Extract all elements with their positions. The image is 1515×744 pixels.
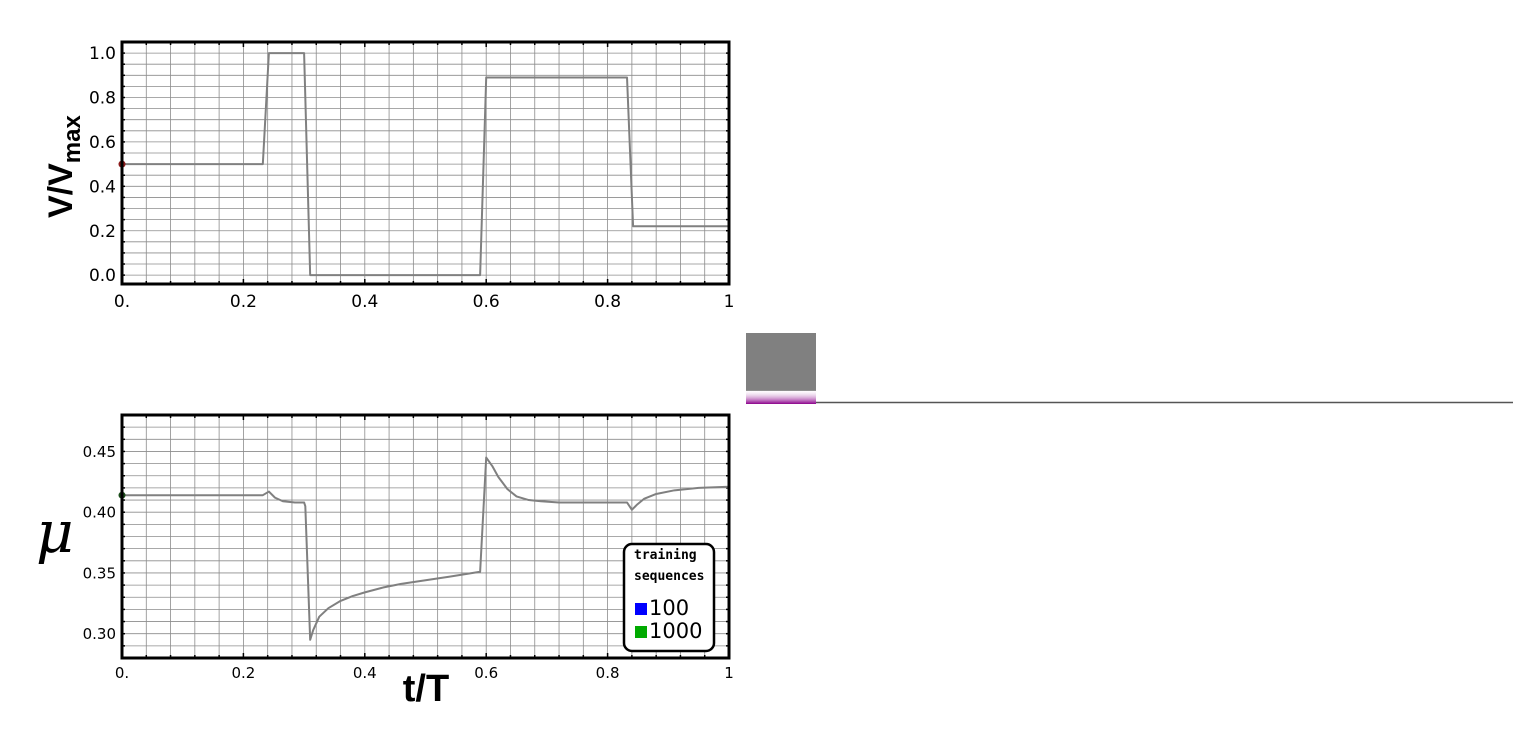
voltage-y-tick-label: 1.0 [89, 44, 116, 64]
mu-x-tick-label: 0.2 [231, 664, 255, 682]
voltage-y-tick-label: 0.2 [89, 222, 116, 242]
voltage-y-tick-label: 0.0 [89, 266, 116, 286]
inset-graphic [746, 333, 1513, 404]
mu-x-tick-label: 1 [724, 664, 734, 682]
mu-y-tick-labels: 0.30 0.35 0.40 0.45 [83, 443, 116, 643]
inset-bar [746, 333, 816, 391]
voltage-x-tick-label: 0. [114, 292, 130, 312]
voltage-panel: 0. 0.2 0.4 0.6 0.8 1 0.0 0.2 0.4 0.6 0.8 1.0 V/Vma… [42, 40, 735, 312]
legend-swatch-1000 [635, 626, 647, 638]
voltage-x-tick-label: 1 [724, 292, 735, 312]
mu-plot-frame [120, 413, 731, 660]
mu-y-tick-label: 0.45 [83, 443, 116, 461]
voltage-x-tick-label: 0.4 [351, 292, 378, 312]
voltage-y-tick-label: 0.8 [89, 89, 116, 109]
voltage-x-tick-labels: 0. 0.2 0.4 0.6 0.8 1 [114, 292, 735, 312]
legend: training sequences 100 1000 [622, 542, 716, 653]
mu-x-tick-label: 0. [115, 664, 129, 682]
voltage-y-axis-label-sub: max [59, 115, 86, 164]
inset-band [746, 390, 816, 404]
legend-label-100: 100 [649, 596, 689, 620]
voltage-x-tick-label: 0.8 [594, 292, 621, 312]
voltage-tick-marks [121, 41, 730, 284]
voltage-x-tick-label: 0.6 [473, 292, 500, 312]
voltage-y-axis-label: V/Vmax [42, 115, 86, 219]
legend-title-line-1: training [634, 548, 697, 563]
time-x-axis-label: t/T [403, 668, 449, 710]
mu-x-tick-labels: 0. 0.2 0.4 0.6 0.8 1 [115, 664, 734, 682]
legend-title-line-2: sequences [634, 569, 704, 584]
voltage-y-tick-label: 0.4 [89, 177, 116, 197]
legend-swatch-100 [635, 603, 647, 615]
legend-label-1000: 1000 [649, 619, 702, 643]
mu-x-tick-label: 0.4 [353, 664, 377, 682]
mu-series-line [122, 456, 730, 641]
voltage-y-tick-labels: 0.0 0.2 0.4 0.6 0.8 1.0 [89, 44, 116, 286]
mu-y-axis-label: μ [36, 498, 74, 566]
voltage-plot-frame [120, 40, 731, 286]
voltage-grid [121, 41, 730, 284]
mu-y-tick-label: 0.30 [83, 625, 116, 643]
mu-x-tick-label: 0.6 [474, 664, 498, 682]
legend-box [622, 542, 716, 653]
voltage-y-axis-label-main: V/V [42, 163, 80, 218]
mu-panel: 0. 0.2 0.4 0.6 0.8 1 0.30 0.35 0.40 0.45 μ t/T t… [36, 413, 734, 710]
voltage-x-tick-label: 0.2 [230, 292, 257, 312]
mu-y-tick-label: 0.35 [83, 564, 116, 582]
voltage-y-tick-label: 0.6 [89, 133, 116, 153]
mu-y-tick-label: 0.40 [83, 504, 116, 522]
voltage-series-line [122, 52, 729, 277]
mu-x-tick-label: 0.8 [596, 664, 620, 682]
